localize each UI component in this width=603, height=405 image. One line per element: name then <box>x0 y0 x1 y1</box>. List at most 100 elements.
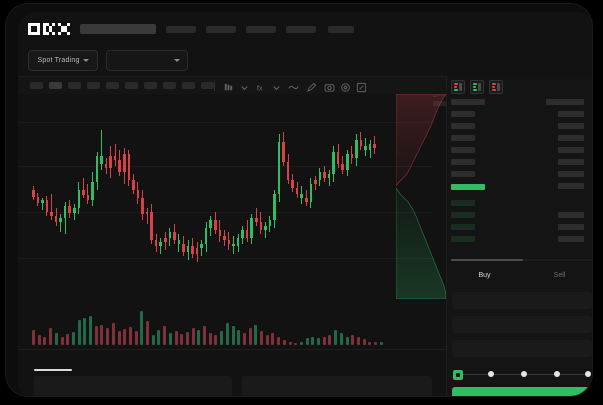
submit-order-button[interactable] <box>452 387 592 396</box>
candle-body <box>136 190 140 198</box>
timeframe-3[interactable] <box>68 82 81 89</box>
sidebar-item-nav-item-1[interactable] <box>166 26 196 33</box>
orderbook-mode-both-icon[interactable] <box>451 80 465 94</box>
market-subheader: Spot Trading <box>18 44 592 106</box>
nav-search-field[interactable] <box>80 24 156 34</box>
orderbook-ask-row[interactable] <box>451 111 475 117</box>
market-type-dropdown[interactable]: Spot Trading <box>28 50 98 71</box>
orderbook-ask-size[interactable] <box>558 171 584 177</box>
timeframe-1[interactable] <box>30 82 43 89</box>
chevron-down-icon-2[interactable] <box>271 80 282 91</box>
volume-bar <box>288 342 292 345</box>
price-chart[interactable] <box>18 94 433 349</box>
orderbook-last-price-size[interactable] <box>558 183 584 189</box>
orderbook-ask-size[interactable] <box>558 159 584 165</box>
bottom-card-right[interactable] <box>242 376 432 396</box>
candle-body <box>159 242 162 246</box>
tab-open-orders[interactable] <box>34 356 72 364</box>
orderbook-mode-asks-icon[interactable] <box>489 80 503 94</box>
trading-pair-dropdown[interactable] <box>106 50 188 71</box>
chart-settings-icon[interactable] <box>340 80 351 92</box>
orderbook-col-header-right[interactable] <box>546 99 584 105</box>
bottom-action-2[interactable] <box>399 356 429 364</box>
sidebar-item-nav-item-2[interactable] <box>206 26 236 33</box>
candle-body <box>218 230 222 236</box>
slider-stop-25[interactable] <box>488 371 494 377</box>
candle-body <box>182 244 185 252</box>
candle-body <box>268 220 272 226</box>
orderbook-bid-row[interactable] <box>451 212 475 218</box>
orderbook-ask-row[interactable] <box>451 135 475 141</box>
candle-body <box>373 144 376 148</box>
candle-wick <box>114 144 116 166</box>
volume-bar <box>117 330 121 345</box>
volume-bar <box>345 336 349 345</box>
orderbook-mode-bids-icon[interactable] <box>470 80 484 94</box>
fullscreen-icon[interactable] <box>356 80 367 93</box>
volume-bar <box>66 333 70 345</box>
orderbook-col-header-left[interactable] <box>451 99 485 105</box>
tab-order-history[interactable] <box>80 356 112 364</box>
tab-sell[interactable]: Sell <box>522 266 592 284</box>
okx-logo[interactable] <box>28 23 72 35</box>
orderbook-bid-row[interactable] <box>451 224 475 230</box>
orderbook-ask-row[interactable] <box>451 171 475 177</box>
indicators-icon[interactable]: fx <box>255 80 266 92</box>
orderbook-bid-size[interactable] <box>558 224 584 230</box>
timeframe-8[interactable] <box>163 82 176 89</box>
orderbook-bid-row[interactable] <box>451 236 475 242</box>
orderbook-last-price[interactable] <box>451 184 485 190</box>
orderbook-ask-size[interactable] <box>558 123 584 129</box>
draw-pencil-icon[interactable] <box>306 80 317 93</box>
orderbook-ask-row[interactable] <box>451 123 475 129</box>
volume-bar <box>168 333 172 345</box>
timeframe-9[interactable] <box>182 82 195 89</box>
sidebar-item-nav-item-5[interactable] <box>328 26 354 33</box>
sidebar-item-nav-item-3[interactable] <box>246 26 276 33</box>
volume-bar <box>203 326 206 345</box>
orderbook-bid-row[interactable] <box>451 200 475 206</box>
orderbook-ask-row[interactable] <box>451 159 475 165</box>
candlestick-series <box>18 94 433 294</box>
candle-wick <box>41 198 43 210</box>
timeframe-2[interactable] <box>49 82 62 89</box>
timeframe-10[interactable] <box>201 82 214 89</box>
bottom-action-1[interactable] <box>361 356 391 364</box>
volume-bar <box>146 321 149 345</box>
amount-input[interactable] <box>452 316 592 333</box>
candle-type-icon[interactable] <box>223 80 234 91</box>
volume-bar <box>94 326 98 345</box>
volume-bar <box>334 329 338 345</box>
slider-stop-75[interactable] <box>554 371 560 377</box>
timeframe-7[interactable] <box>144 82 157 89</box>
order-book[interactable] <box>447 98 592 253</box>
app-screen: Spot Trading fx <box>18 12 592 396</box>
orderbook-scrollbar[interactable] <box>451 259 592 261</box>
orderbook-bid-size[interactable] <box>558 212 584 218</box>
orderbook-ask-size[interactable] <box>558 147 584 153</box>
snapshot-camera-icon[interactable] <box>324 80 335 92</box>
slider-stop-100[interactable] <box>585 371 591 377</box>
orderbook-ask-row[interactable] <box>451 147 475 153</box>
candle-wick <box>64 202 66 234</box>
bottom-card-left[interactable] <box>34 376 232 396</box>
sidebar-item-nav-item-4[interactable] <box>286 26 316 33</box>
total-input[interactable] <box>452 340 592 357</box>
amount-percent-slider[interactable] <box>453 370 591 380</box>
timeframe-6[interactable] <box>125 82 138 89</box>
slider-handle[interactable] <box>453 370 463 380</box>
orderbook-bid-size[interactable] <box>558 236 584 242</box>
chevron-down-icon[interactable] <box>239 80 250 91</box>
timeframe-5[interactable] <box>106 82 119 89</box>
volume-bar <box>265 334 269 345</box>
timeframe-4[interactable] <box>87 82 100 89</box>
tab-buy[interactable]: Buy <box>447 266 522 284</box>
line-style-icon[interactable] <box>288 80 299 91</box>
volume-bar <box>322 336 326 345</box>
slider-stop-50[interactable] <box>521 371 527 377</box>
orderbook-ask-size[interactable] <box>558 111 584 117</box>
orderbook-ask-size[interactable] <box>558 135 584 141</box>
candle-body <box>250 218 253 238</box>
price-input[interactable] <box>452 292 592 309</box>
